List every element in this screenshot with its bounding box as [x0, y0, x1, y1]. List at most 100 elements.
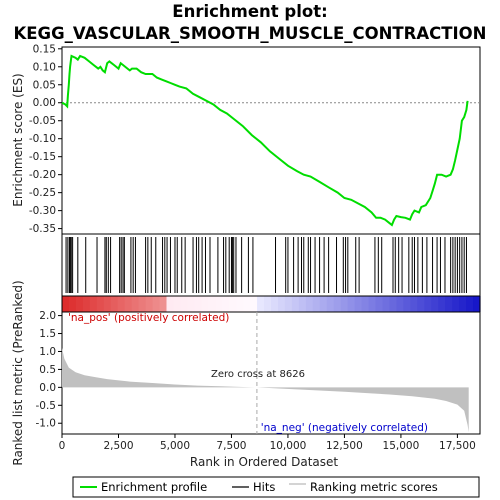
color-bar-segment: [194, 296, 202, 312]
color-bar-segment: [382, 296, 391, 312]
color-bar-segment: [473, 296, 481, 312]
color-bar-segment: [229, 296, 237, 312]
color-bar-segment: [445, 296, 453, 312]
color-bar-segment: [124, 296, 133, 312]
es-y-tick-label: -0.25: [29, 187, 56, 199]
color-bar-segment: [347, 296, 356, 312]
title-line2: KEGG_VASCULAR_SMOOTH_MUSCLE_CONTRACTION: [14, 24, 487, 43]
color-bar-segment: [389, 296, 397, 312]
color-bar-segment: [96, 296, 105, 312]
metric-y-axis-label: Ranked list metric (PreRanked): [11, 280, 25, 465]
color-bar-segment: [466, 296, 474, 312]
color-bar-segment: [264, 296, 272, 312]
color-bar-segment: [368, 296, 377, 312]
color-bar-segment: [131, 296, 140, 312]
es-y-tick-label: -0.30: [29, 205, 56, 217]
color-bar-segment: [62, 296, 70, 312]
es-panel: [61, 46, 481, 235]
es-y-tick-label: -0.15: [29, 151, 56, 163]
color-bar-segment: [333, 296, 342, 312]
color-bar-segment: [103, 296, 112, 312]
color-bar-segment: [305, 296, 314, 312]
negative-correlated-label: 'na_neg' (negatively correlated): [261, 422, 428, 434]
color-bar-segment: [312, 296, 321, 312]
color-bar-segment: [271, 296, 279, 312]
color-bar-segment: [291, 296, 300, 312]
es-y-tick-label: 0.05: [33, 79, 56, 91]
ranking-metric-area: [62, 347, 469, 433]
rank-color-bar: [62, 296, 481, 312]
metric-y-tick-label: -0.5: [36, 400, 57, 412]
metric-y-tick-label: 1.5: [39, 328, 56, 340]
metric-y-axis: 2.0 1.5 1.0 0.5 0.0 -0.5 -1.0: [36, 310, 62, 430]
color-bar-segment: [145, 296, 154, 312]
color-bar-segment: [424, 296, 432, 312]
color-bar-segment: [68, 296, 77, 312]
color-bar-segment: [208, 296, 216, 312]
color-bar-segment: [215, 296, 223, 312]
es-y-tick-label: 0.15: [33, 43, 56, 55]
color-bar-segment: [319, 296, 328, 312]
color-bar-segment: [180, 296, 188, 312]
color-bar-segment: [152, 296, 161, 312]
legend-enrichment-label: Enrichment profile: [101, 480, 207, 494]
es-y-axis: 0.15 0.10 0.05 0.00 -0.05 -0.10 -0.15 -0.20 -0.2…: [29, 43, 62, 235]
color-bar-segment: [326, 296, 335, 312]
color-bar-segment: [138, 296, 147, 312]
es-y-axis-label: Enrichment score (ES): [11, 73, 25, 206]
hits-marks: [65, 237, 467, 293]
legend: Enrichment profile Hits Ranking metric sco…: [80, 480, 438, 494]
legend-box: [72, 476, 480, 498]
metric-y-tick-label: 0.5: [39, 364, 56, 376]
color-bar-segment: [201, 296, 209, 312]
title-line1: Enrichment plot:: [172, 2, 327, 21]
color-bar-segment: [222, 296, 230, 312]
color-bar-segment: [452, 296, 460, 312]
es-y-tick-label: -0.20: [29, 169, 56, 181]
positive-correlated-label: 'na_pos' (positively correlated): [68, 312, 229, 324]
color-bar-segment: [403, 296, 411, 312]
legend-hits-label: Hits: [253, 480, 275, 494]
color-bar-segment: [117, 296, 126, 312]
color-bar-segment: [340, 296, 349, 312]
color-bar-segment: [236, 296, 244, 312]
color-bar-segment: [110, 296, 119, 312]
x-tick-label: 2,500: [103, 440, 133, 452]
color-bar-segment: [298, 296, 307, 312]
color-bar-segment: [277, 296, 286, 312]
color-bar-segment: [361, 296, 370, 312]
color-bar-segment: [159, 296, 168, 312]
color-bar-segment: [250, 296, 258, 312]
color-bar-segment: [375, 296, 384, 312]
color-bar-segment: [410, 296, 418, 312]
x-axis-label: Rank in Ordered Dataset: [190, 455, 338, 469]
x-tick-label: 12,500: [326, 440, 363, 452]
x-tick-label: 7,500: [216, 440, 246, 452]
es-y-tick-label: 0.10: [33, 61, 56, 73]
x-tick-label: 0: [59, 440, 66, 452]
color-bar-segment: [438, 296, 446, 312]
color-bar-segment: [354, 296, 363, 312]
color-bar-segment: [243, 296, 251, 312]
color-bar-segment: [82, 296, 91, 312]
color-bar-segment: [396, 296, 404, 312]
enrichment-profile-line: [61, 54, 469, 227]
x-tick-label: 15,000: [383, 440, 420, 452]
color-bar-segment: [173, 296, 182, 312]
es-y-tick-label: 0.00: [33, 97, 56, 109]
metric-y-tick-label: 1.0: [39, 346, 56, 358]
x-tick-label: 10,000: [270, 440, 307, 452]
metric-panel: [61, 311, 481, 435]
color-bar-segment: [431, 296, 439, 312]
x-axis: 0 2,500 5,000 7,500 10,000 12,500 15,000 17,500: [59, 434, 476, 452]
hits-panel: [61, 233, 481, 297]
es-y-tick-label: -0.10: [29, 133, 56, 145]
color-bar-segment: [284, 296, 293, 312]
legend-metric-label: Ranking metric scores: [310, 480, 438, 494]
color-bar-segment: [75, 296, 84, 312]
metric-y-tick-label: -1.0: [36, 418, 57, 430]
es-y-tick-label: -0.05: [29, 115, 56, 127]
x-tick-label: 17,500: [439, 440, 476, 452]
color-bar-segment: [417, 296, 425, 312]
